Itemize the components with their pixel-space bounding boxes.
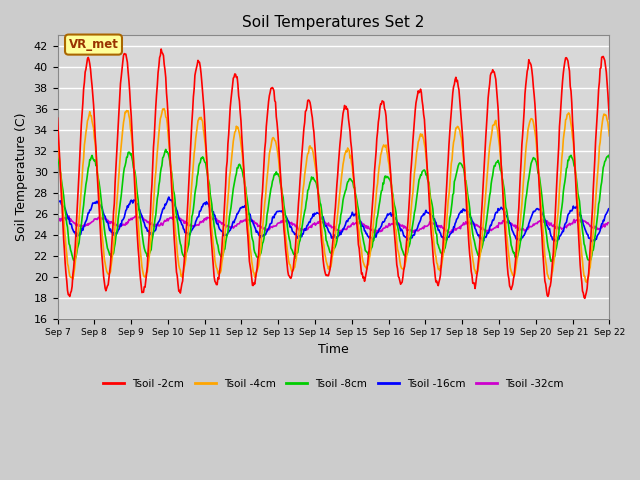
Tsoil -16cm: [120, 214, 128, 220]
Text: VR_met: VR_met: [68, 38, 118, 51]
Tsoil -8cm: [401, 252, 409, 258]
Tsoil -8cm: [120, 165, 128, 171]
Tsoil -8cm: [54, 155, 61, 161]
Tsoil -16cm: [588, 239, 596, 244]
Tsoil -4cm: [161, 106, 168, 111]
Tsoil -16cm: [207, 203, 214, 209]
Tsoil -4cm: [582, 279, 590, 285]
Tsoil -32cm: [177, 216, 185, 222]
Tsoil -16cm: [177, 219, 185, 225]
Tsoil -8cm: [177, 243, 185, 249]
Tsoil -16cm: [63, 213, 71, 218]
Tsoil -8cm: [417, 172, 425, 178]
Tsoil -32cm: [63, 216, 71, 221]
Tsoil -4cm: [54, 133, 61, 139]
Tsoil -32cm: [605, 220, 613, 226]
Tsoil -16cm: [417, 214, 425, 220]
Tsoil -4cm: [120, 115, 128, 121]
Tsoil -32cm: [419, 225, 426, 231]
Tsoil -32cm: [138, 213, 145, 218]
Tsoil -2cm: [207, 223, 214, 229]
Line: Tsoil -8cm: Tsoil -8cm: [58, 149, 609, 261]
Tsoil -2cm: [581, 295, 589, 301]
Tsoil -2cm: [120, 51, 128, 57]
Tsoil -2cm: [417, 89, 425, 95]
Tsoil -4cm: [63, 261, 71, 266]
Tsoil -8cm: [547, 258, 555, 264]
Tsoil -32cm: [120, 222, 128, 228]
Tsoil -4cm: [177, 274, 185, 279]
Tsoil -2cm: [605, 116, 613, 122]
Title: Soil Temperatures Set 2: Soil Temperatures Set 2: [243, 15, 424, 30]
Tsoil -16cm: [165, 194, 173, 200]
Tsoil -32cm: [207, 215, 214, 221]
Line: Tsoil -32cm: Tsoil -32cm: [58, 216, 609, 233]
Tsoil -16cm: [605, 205, 613, 211]
Legend: Tsoil -2cm, Tsoil -4cm, Tsoil -8cm, Tsoil -16cm, Tsoil -32cm: Tsoil -2cm, Tsoil -4cm, Tsoil -8cm, Tsoi…: [99, 374, 568, 393]
Tsoil -16cm: [401, 234, 409, 240]
X-axis label: Time: Time: [318, 343, 349, 356]
Tsoil -4cm: [207, 204, 214, 210]
Line: Tsoil -4cm: Tsoil -4cm: [58, 108, 609, 282]
Y-axis label: Soil Temperature (C): Soil Temperature (C): [15, 113, 28, 241]
Tsoil -32cm: [369, 230, 377, 236]
Tsoil -32cm: [402, 225, 410, 230]
Tsoil -16cm: [54, 201, 61, 207]
Line: Tsoil -2cm: Tsoil -2cm: [58, 49, 609, 298]
Tsoil -8cm: [605, 155, 613, 161]
Tsoil -4cm: [605, 133, 613, 139]
Tsoil -2cm: [177, 286, 185, 291]
Tsoil -2cm: [63, 288, 71, 293]
Tsoil -8cm: [63, 224, 71, 230]
Tsoil -2cm: [157, 46, 165, 52]
Tsoil -8cm: [207, 192, 214, 198]
Tsoil -32cm: [54, 219, 61, 225]
Line: Tsoil -16cm: Tsoil -16cm: [58, 197, 609, 241]
Tsoil -2cm: [401, 253, 409, 259]
Tsoil -8cm: [162, 146, 170, 152]
Tsoil -2cm: [54, 115, 61, 121]
Tsoil -4cm: [417, 133, 425, 139]
Tsoil -4cm: [401, 261, 409, 267]
